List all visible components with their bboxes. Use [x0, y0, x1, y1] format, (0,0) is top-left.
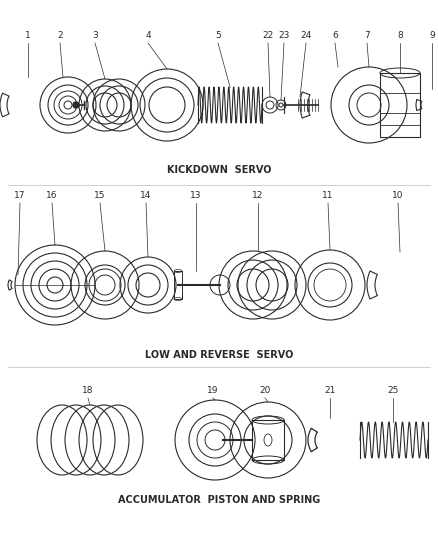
Text: 7: 7 [364, 31, 370, 40]
Text: 24: 24 [300, 31, 311, 40]
Text: 16: 16 [46, 191, 58, 200]
Text: 9: 9 [429, 31, 435, 40]
Text: 13: 13 [190, 191, 202, 200]
Text: 14: 14 [140, 191, 152, 200]
Text: 1: 1 [25, 31, 31, 40]
Bar [174, 271, 182, 299]
Text: 17: 17 [14, 191, 26, 200]
Text: 15: 15 [94, 191, 106, 200]
Circle shape [73, 102, 79, 108]
Text: 23: 23 [278, 31, 290, 40]
Text: 6: 6 [332, 31, 338, 40]
Text: 11: 11 [322, 191, 334, 200]
Text: ACCUMULATOR  PISTON AND SPRING: ACCUMULATOR PISTON AND SPRING [118, 495, 320, 505]
Text: 20: 20 [259, 386, 271, 395]
Text: 12: 12 [252, 191, 264, 200]
Text: 2: 2 [57, 31, 63, 40]
Text: 18: 18 [82, 386, 94, 395]
Text: KICKDOWN  SERVO: KICKDOWN SERVO [167, 165, 271, 175]
Text: 25: 25 [387, 386, 399, 395]
Bar [380, 73, 420, 137]
Text: 3: 3 [92, 31, 98, 40]
Text: 5: 5 [215, 31, 221, 40]
Text: 4: 4 [145, 31, 151, 40]
Text: 19: 19 [207, 386, 219, 395]
Text: LOW AND REVERSE  SERVO: LOW AND REVERSE SERVO [145, 350, 293, 360]
Bar [252, 420, 284, 460]
Text: 22: 22 [262, 31, 274, 40]
Text: 10: 10 [392, 191, 404, 200]
Text: 21: 21 [324, 386, 336, 395]
Text: 8: 8 [397, 31, 403, 40]
